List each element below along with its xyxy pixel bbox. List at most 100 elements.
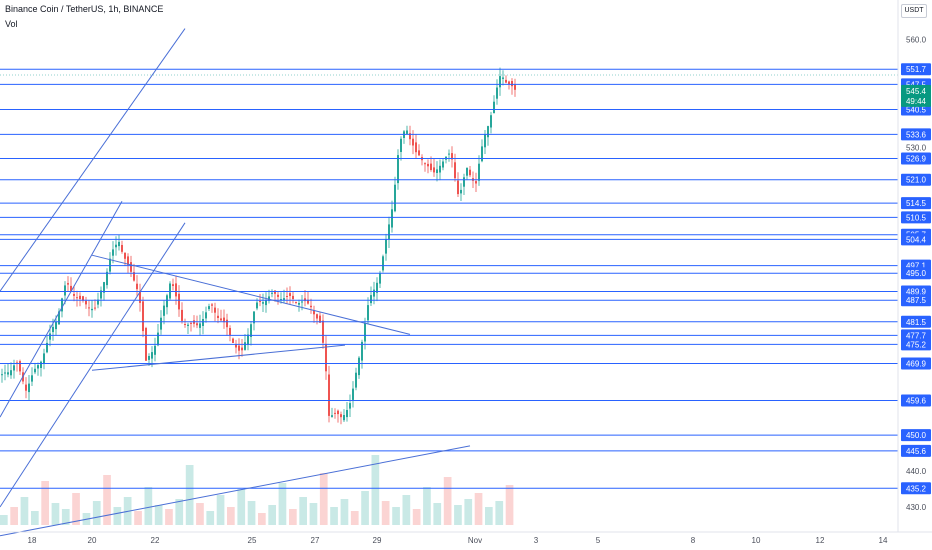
candle-body [172, 284, 174, 286]
candle-body [214, 307, 216, 313]
candle-body [166, 295, 168, 308]
candle-body [439, 165, 441, 173]
candle-body [493, 101, 495, 114]
candle-body [313, 310, 315, 315]
candle-body [259, 301, 261, 302]
level-badge-label: 477.7 [906, 331, 927, 340]
candle-body [184, 324, 186, 325]
candle-body [142, 301, 144, 332]
price-tick-label: 440.0 [906, 467, 927, 476]
volume-bar [505, 485, 514, 525]
volume-bar [474, 493, 483, 525]
candle-body [232, 338, 234, 343]
volume-bar [61, 509, 70, 525]
candle-body [265, 300, 267, 306]
candle-body [211, 304, 213, 306]
candle-body [187, 324, 189, 326]
volume-bar [185, 465, 194, 525]
candle-body [304, 298, 306, 302]
candle-body [496, 87, 498, 99]
candle-body [76, 297, 78, 299]
level-badge-label: 551.7 [906, 65, 927, 74]
level-badge [901, 338, 931, 351]
trend-lines[interactable] [0, 28, 471, 537]
candle-body [388, 224, 390, 240]
candle-body [283, 298, 285, 301]
candle-body [235, 344, 237, 348]
time-tick-label: 27 [311, 536, 320, 545]
candle-body [352, 388, 354, 400]
level-badge [901, 294, 931, 307]
candle-body [442, 161, 444, 168]
candle-body [121, 245, 123, 252]
volume-bar [41, 481, 49, 525]
candle-body [373, 289, 375, 297]
candle-body [58, 311, 60, 325]
candle-body [118, 241, 120, 247]
candle-body [499, 76, 501, 88]
level-badge-label: 489.9 [906, 288, 927, 297]
volume-bar [485, 507, 493, 525]
volume-bar [258, 513, 266, 525]
horizontal-levels[interactable] [0, 68, 898, 489]
candle-body [136, 283, 138, 290]
candle-body [10, 370, 12, 376]
candle-body [478, 163, 480, 181]
candle-body [328, 374, 330, 416]
candle-body [337, 410, 339, 415]
candle-body [322, 320, 324, 343]
trend-line[interactable] [0, 445, 471, 537]
indicator-label[interactable]: Vol [5, 19, 18, 29]
candle-body [103, 282, 105, 293]
candle-body [124, 252, 126, 259]
volume-bar [92, 501, 101, 525]
candle-body [229, 328, 231, 336]
candle-body [415, 142, 417, 153]
candle-body [331, 415, 333, 417]
time-axis[interactable]: 18 20 22 25 27 29 Nov 3 5 8 10 12 14 [0, 531, 932, 545]
candle-body [31, 375, 33, 382]
currency-button[interactable]: USDT [901, 4, 927, 18]
candle-body [28, 383, 30, 393]
candle-body [25, 384, 27, 391]
trend-line[interactable] [91, 344, 346, 371]
time-tick-label: 8 [691, 536, 696, 545]
price-badges: 551.7547.5540.5533.6526.9521.0514.5510.5… [901, 63, 931, 495]
candle-body [85, 300, 87, 305]
candle-body [364, 323, 366, 342]
trend-line[interactable] [0, 201, 123, 418]
candle-body [217, 315, 219, 318]
candle-body [358, 357, 360, 376]
level-badge [901, 63, 931, 76]
level-badge [901, 444, 931, 457]
time-tick-label: 29 [373, 536, 382, 545]
candle-body [94, 307, 96, 309]
volume-bar [381, 501, 390, 525]
trend-line[interactable] [0, 222, 186, 508]
candle-body [37, 365, 39, 369]
candle-body [52, 326, 54, 333]
candle-body [298, 303, 300, 305]
volume-bar [330, 507, 338, 525]
level-badge-label: 469.9 [906, 360, 927, 369]
candle-body [208, 306, 210, 310]
candle-body [319, 315, 321, 323]
volume-bar [464, 499, 473, 525]
volume-bar [268, 505, 276, 525]
candle-body [277, 294, 279, 297]
volume-bar [443, 477, 452, 525]
candle-body [316, 314, 318, 319]
volume-bar [371, 455, 380, 525]
candle-body [196, 323, 198, 326]
trend-line[interactable] [91, 254, 411, 335]
level-badge-label: 435.2 [906, 484, 927, 493]
candle-body [250, 324, 252, 337]
candle-body [154, 345, 156, 355]
volume-bar [51, 503, 60, 525]
volume-bar [340, 499, 349, 525]
volume-bar [361, 491, 369, 525]
candle-body [394, 184, 396, 212]
trend-line[interactable] [0, 28, 186, 292]
candle-body [181, 309, 183, 321]
